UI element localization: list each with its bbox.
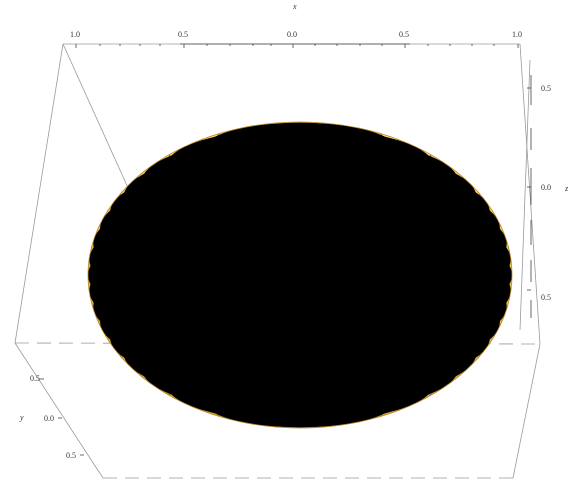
x-tick-label: 1.0 bbox=[512, 30, 522, 39]
z-axis: 0.5 0.0 0.5 z bbox=[527, 75, 569, 318]
x-tick-label: 0.5 bbox=[399, 30, 409, 39]
mesh-cap-ring bbox=[176, 166, 400, 258]
y-tick-label: 0.5 bbox=[30, 374, 40, 383]
x-tick-label: 0.0 bbox=[287, 30, 297, 39]
z-tick-label: 0.5 bbox=[541, 293, 551, 302]
x-tick-label: 0.5 bbox=[178, 30, 188, 39]
bounding-box bbox=[14, 43, 541, 479]
y-tick-label: 0.5 bbox=[66, 451, 76, 460]
z-tick-label: 0.0 bbox=[541, 183, 551, 192]
z-tick-label: 0.5 bbox=[541, 84, 551, 93]
x-axis: 1.0 0.5 0.0 0.5 1.0 x bbox=[70, 2, 522, 48]
ellipsoid-surface bbox=[87, 121, 513, 429]
x-tick-label: 1.0 bbox=[70, 30, 80, 39]
z-axis-label: z bbox=[564, 184, 569, 193]
y-tick-label: 0.0 bbox=[44, 414, 54, 423]
y-axis: 0.5 0.0 0.5 y bbox=[19, 374, 84, 460]
mesh-parallel bbox=[202, 372, 398, 428]
y-axis-label: y bbox=[19, 413, 24, 422]
surface-mesh bbox=[88, 122, 512, 428]
x-axis-label: x bbox=[292, 2, 297, 11]
x-axis-ticks bbox=[75, 44, 519, 48]
